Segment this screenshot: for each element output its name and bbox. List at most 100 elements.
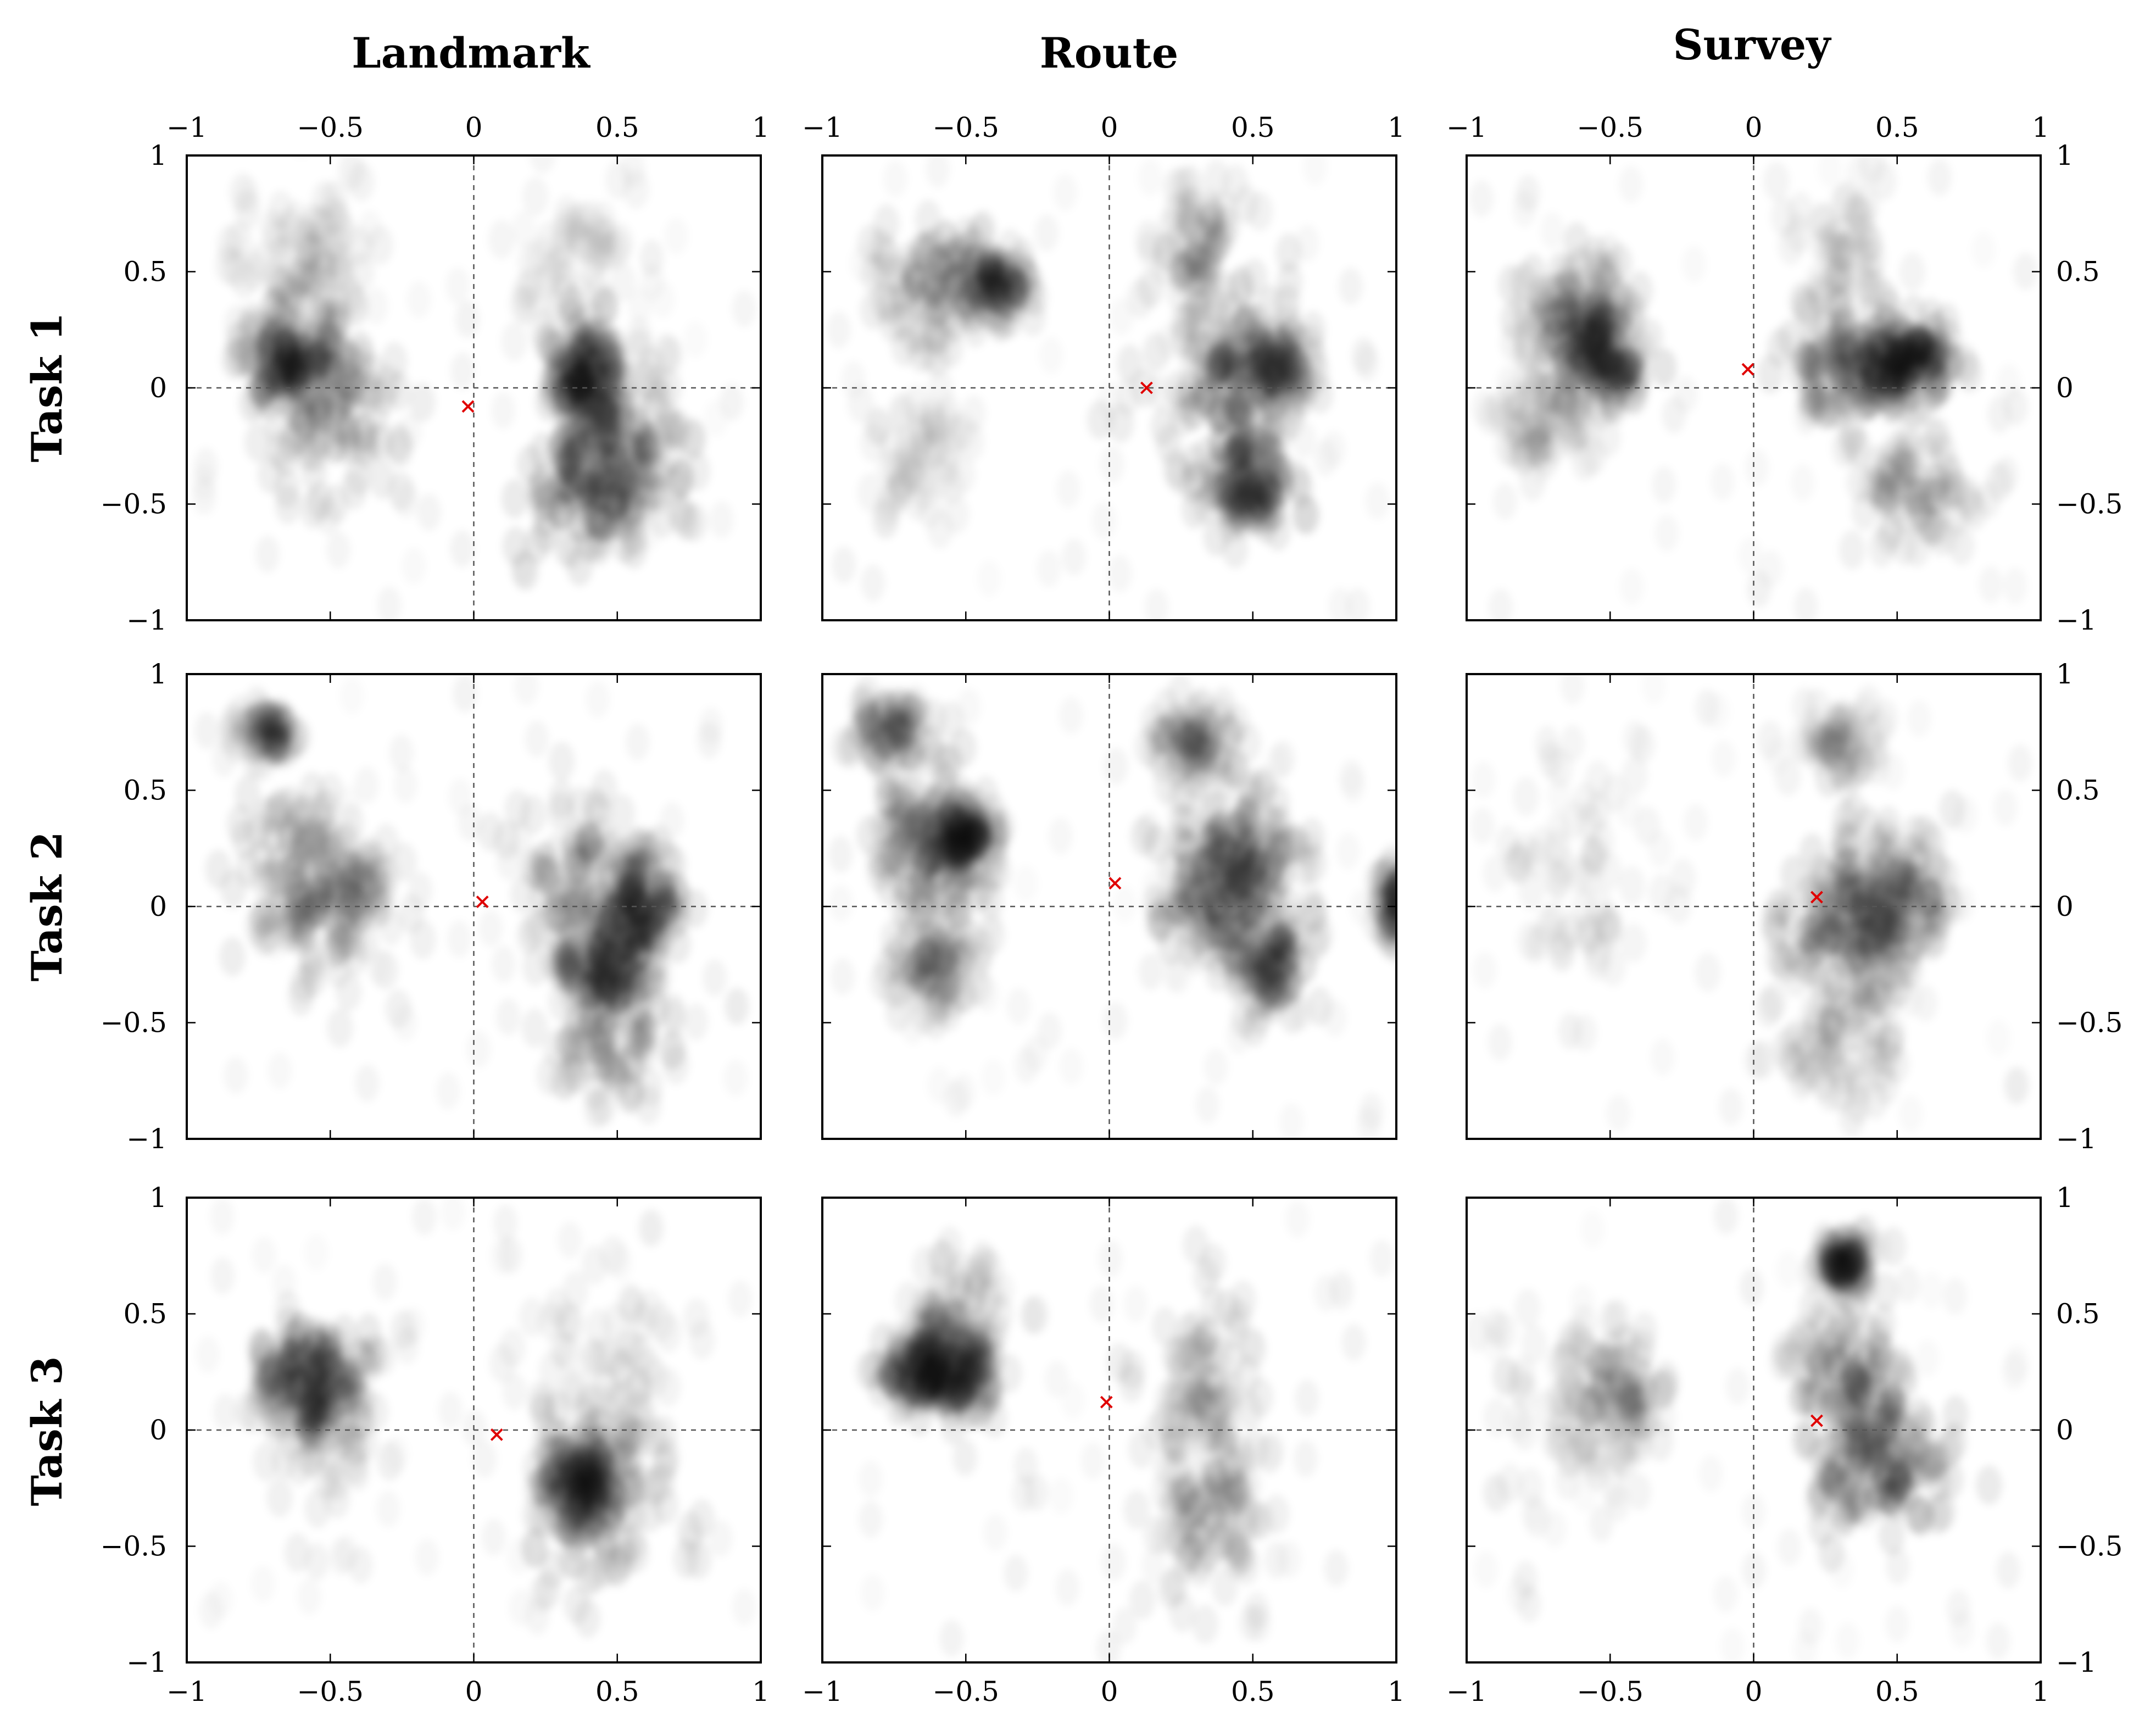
density-blob bbox=[1634, 806, 1661, 846]
density-blob bbox=[1785, 214, 1812, 254]
density-blob bbox=[455, 300, 480, 338]
density-blob bbox=[558, 1221, 582, 1259]
density-blob bbox=[977, 560, 1001, 597]
y-tick-label: 0.5 bbox=[2056, 256, 2100, 288]
panel-task-2-survey: −1−0.500.51 bbox=[1466, 658, 2122, 1155]
density-blob bbox=[1328, 587, 1352, 625]
x-tick-label: 0.5 bbox=[595, 112, 639, 143]
density-blob bbox=[548, 982, 575, 1022]
density-blob bbox=[210, 1198, 235, 1235]
density-blob bbox=[1203, 159, 1230, 199]
mean-marker bbox=[1741, 363, 1754, 376]
panel-task-1-landmark: −1 −0.5 0 0.5 1−1−0.500.51 bbox=[101, 112, 770, 636]
density-layer bbox=[1469, 155, 2038, 620]
density-blob bbox=[1585, 791, 1612, 831]
density-blob bbox=[667, 459, 694, 499]
density-blob bbox=[603, 1303, 629, 1343]
density-blob bbox=[1059, 1048, 1083, 1085]
density-blob bbox=[1246, 1604, 1271, 1642]
y-tick-label: 0 bbox=[2056, 372, 2074, 404]
density-blob bbox=[1850, 211, 1877, 251]
density-blob bbox=[605, 160, 632, 200]
density-blob bbox=[264, 705, 291, 746]
density-blob bbox=[488, 219, 515, 259]
density-blob bbox=[1561, 667, 1585, 705]
density-blob bbox=[1815, 295, 1841, 335]
panel-frame bbox=[821, 154, 1397, 621]
density-blob bbox=[1899, 252, 1926, 292]
density-blob bbox=[1124, 1286, 1148, 1323]
density-blob bbox=[407, 281, 431, 319]
density-blob bbox=[1399, 889, 1425, 929]
y-tick-label: 1 bbox=[149, 140, 167, 171]
density-blob bbox=[1695, 952, 1722, 992]
density-blob bbox=[1891, 334, 1918, 374]
density-blob bbox=[667, 493, 694, 533]
density-blob bbox=[1684, 804, 1708, 841]
density-blob bbox=[501, 479, 528, 519]
density-blob bbox=[335, 972, 362, 1012]
density-blob bbox=[1015, 1047, 1039, 1084]
density-blob bbox=[1275, 233, 1302, 273]
density-blob bbox=[1517, 921, 1544, 961]
density-blob bbox=[1669, 858, 1696, 898]
density-blob bbox=[472, 1440, 497, 1478]
density-blob bbox=[1618, 866, 1645, 906]
density-blob bbox=[519, 1297, 545, 1337]
density-layer bbox=[194, 675, 750, 1128]
x-tick-label: −1 bbox=[802, 112, 843, 143]
density-blob bbox=[909, 413, 935, 453]
x-tick-label: −1 bbox=[1446, 112, 1487, 143]
density-blob bbox=[210, 1257, 235, 1295]
y-tick-label: 0.5 bbox=[123, 1298, 167, 1330]
density-blob bbox=[525, 720, 549, 758]
density-blob bbox=[1215, 715, 1242, 755]
density-blob bbox=[524, 524, 551, 564]
density-blob bbox=[1138, 953, 1163, 991]
y-tick-label: 0.5 bbox=[123, 256, 167, 288]
density-blob bbox=[595, 831, 622, 870]
density-blob bbox=[1035, 214, 1059, 252]
density-blob bbox=[903, 481, 930, 521]
density-blob bbox=[1037, 1012, 1062, 1050]
density-layer bbox=[826, 148, 1379, 625]
density-blob bbox=[898, 916, 924, 956]
density-blob bbox=[658, 1032, 685, 1072]
y-tick-label: −1 bbox=[2056, 604, 2097, 636]
x-tick-label: −1 bbox=[166, 1676, 207, 1707]
panel-task-1-survey: −1 −0.5 0 0.5 1−1−0.500.51 bbox=[1446, 112, 2122, 636]
x-tick-label: 0.5 bbox=[1875, 112, 1919, 143]
density-blob bbox=[1937, 342, 1964, 381]
density-blob bbox=[224, 304, 251, 344]
density-blob bbox=[385, 989, 412, 1029]
mean-marker bbox=[490, 1428, 503, 1441]
density-blob bbox=[562, 841, 589, 880]
y-tick-label: −0.5 bbox=[101, 1531, 167, 1562]
column-title-survey: Survey bbox=[1673, 20, 1832, 69]
y-tick-label: 1 bbox=[149, 658, 167, 690]
y-tick-label: −1 bbox=[126, 1123, 167, 1155]
density-blob bbox=[344, 456, 371, 496]
density-blob bbox=[861, 564, 885, 602]
density-blob bbox=[630, 418, 657, 458]
x-tick-label: 0 bbox=[1745, 112, 1763, 143]
density-blob bbox=[871, 499, 898, 539]
panel-frame bbox=[821, 673, 1397, 1140]
density-blob bbox=[1355, 344, 1379, 381]
density-blob bbox=[1171, 257, 1197, 297]
density-blob bbox=[1246, 191, 1273, 231]
density-blob bbox=[1870, 454, 1897, 494]
density-blob bbox=[1504, 841, 1531, 881]
density-blob bbox=[1712, 740, 1736, 777]
density-blob bbox=[1092, 502, 1116, 539]
density-blob bbox=[936, 967, 963, 1007]
density-blob bbox=[563, 1584, 590, 1625]
mean-marker bbox=[1810, 891, 1823, 904]
panel-frame bbox=[1466, 673, 2042, 1140]
density-blob bbox=[1620, 923, 1647, 963]
density-blob bbox=[241, 1393, 268, 1433]
density-blob bbox=[1865, 709, 1892, 749]
density-blob bbox=[1303, 148, 1327, 186]
density-blob bbox=[1858, 155, 1885, 185]
density-blob bbox=[861, 1574, 885, 1611]
